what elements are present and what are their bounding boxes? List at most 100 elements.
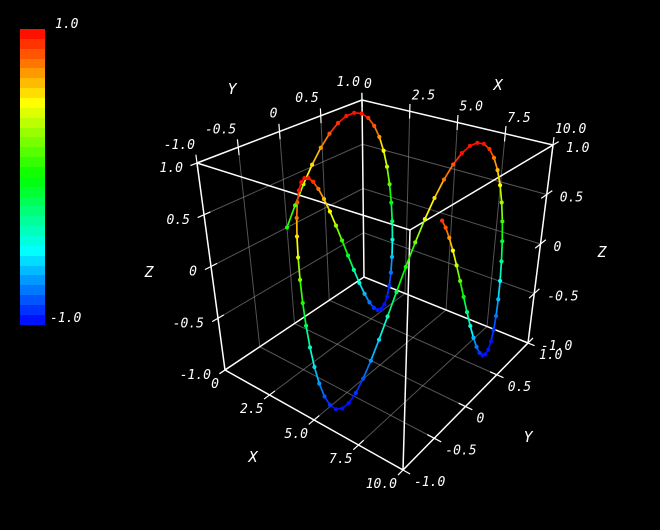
curve-segment xyxy=(424,197,436,220)
x-axis-title: X xyxy=(247,448,258,466)
curve-segment xyxy=(347,255,355,271)
y-axis-title: Y xyxy=(227,80,237,98)
curve-segment xyxy=(433,179,445,199)
y-axis-top-tick xyxy=(278,123,281,140)
curve-segment xyxy=(378,136,385,151)
z-axis-title: Z xyxy=(596,243,607,261)
y-axis-bottom-tick-label: 1.0 xyxy=(539,348,563,363)
x-axis-bottom-tick xyxy=(352,439,365,451)
curve-segment xyxy=(295,202,299,218)
curve-point xyxy=(474,344,479,349)
curve-point xyxy=(372,123,377,128)
z-axis-left-tick-label: -1.0 xyxy=(180,368,211,383)
colorbar xyxy=(20,29,45,325)
curve-point xyxy=(322,394,327,399)
y-axis-bottom-tick xyxy=(489,371,504,379)
colorbar-band xyxy=(20,196,45,207)
colorbar-band xyxy=(20,305,45,315)
curve-point xyxy=(432,195,437,201)
curve-point xyxy=(295,200,300,205)
colorbar-band xyxy=(20,48,45,59)
curve-point xyxy=(389,200,394,205)
curve-point xyxy=(403,264,408,270)
x-axis-top-tick-label: 5.0 xyxy=(460,100,484,115)
curve-segment xyxy=(378,316,389,340)
curve-point xyxy=(468,323,473,329)
curve-segment xyxy=(500,241,504,262)
grid-line xyxy=(486,133,506,327)
curve-segment xyxy=(302,164,313,185)
curve-point xyxy=(344,113,349,119)
curve-point xyxy=(491,328,496,333)
curve-point xyxy=(359,111,364,116)
curve-point xyxy=(497,278,503,284)
curve-point xyxy=(480,353,485,358)
curve-point xyxy=(317,381,322,386)
curve-point xyxy=(309,162,315,167)
curve-point xyxy=(352,110,357,115)
z-axis-right-tick xyxy=(522,337,534,349)
curve-point xyxy=(367,300,372,305)
curve-point xyxy=(447,235,452,240)
curve-segment xyxy=(286,205,296,228)
curve-segment xyxy=(390,256,393,273)
cube-edge xyxy=(361,99,365,278)
z-axis-right-tick-label: 1.0 xyxy=(566,141,590,156)
curve-segment xyxy=(353,269,361,284)
curve-segment xyxy=(448,237,454,251)
x-axis-top-tick-label: 0 xyxy=(364,77,372,92)
curve-point xyxy=(311,179,316,184)
grid-line xyxy=(404,111,411,294)
grid-line xyxy=(237,147,261,347)
colorbar-band xyxy=(20,236,45,246)
curve-point xyxy=(368,358,373,363)
colorbar-band xyxy=(20,147,45,158)
curve-point xyxy=(464,310,470,315)
curve-segment xyxy=(299,279,304,304)
curve-point xyxy=(500,239,505,244)
curve-segment xyxy=(497,280,501,300)
curve-segment xyxy=(323,198,331,212)
z-axis-left-tick xyxy=(197,211,211,219)
curve-segment xyxy=(335,225,343,241)
curve-segment xyxy=(388,272,392,287)
curve-segment xyxy=(301,302,307,326)
cube-edge xyxy=(402,229,411,471)
x-axis-bottom-tick-label: 0 xyxy=(211,377,219,392)
y-axis-bottom-tick-label: -0.5 xyxy=(445,443,476,458)
curve-point xyxy=(458,278,463,284)
curve-segment xyxy=(328,122,339,135)
grid-line xyxy=(269,293,406,396)
curve-segment xyxy=(452,250,458,266)
colorbar-band xyxy=(20,137,45,148)
colorbar-band xyxy=(20,295,45,306)
curve-point xyxy=(387,182,392,187)
y-axis-title: Y xyxy=(523,428,533,446)
curve-point xyxy=(321,196,327,202)
curve-point xyxy=(293,203,298,208)
y-axis-top-tick-label: 0 xyxy=(270,107,278,122)
cube-edge xyxy=(196,162,411,231)
y-axis-top-tick-label: 1.0 xyxy=(337,75,361,90)
curve-segment xyxy=(495,299,500,317)
curve-segment xyxy=(382,150,388,167)
curve-point xyxy=(340,406,345,411)
curve-point xyxy=(454,263,459,268)
curve-point xyxy=(339,238,345,243)
curve-point xyxy=(440,218,445,223)
curve-point xyxy=(488,339,494,344)
colorbar-band xyxy=(20,206,45,217)
curve-point xyxy=(499,200,504,205)
curve-segment xyxy=(370,339,380,361)
curve-segment xyxy=(309,347,316,368)
curve-point xyxy=(441,177,447,182)
curve-point xyxy=(335,120,341,126)
curve-point xyxy=(422,217,427,222)
curve-point xyxy=(487,146,492,152)
curve-point xyxy=(312,364,317,370)
curve-segment xyxy=(329,211,337,226)
y-axis-bottom-tick xyxy=(458,402,473,411)
curve-point xyxy=(450,248,456,253)
colorbar-band xyxy=(20,157,45,168)
